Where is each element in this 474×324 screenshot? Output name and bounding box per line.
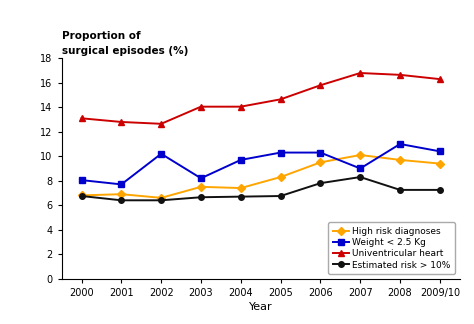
Univentricular heart xyxy=(278,98,283,101)
High risk diagnoses xyxy=(198,185,204,189)
Univentricular heart xyxy=(118,120,124,124)
Line: Estimated risk > 10%: Estimated risk > 10% xyxy=(79,174,443,203)
Univentricular heart xyxy=(79,116,84,120)
Weight < 2.5 Kg xyxy=(79,178,84,182)
Univentricular heart xyxy=(397,73,403,77)
Univentricular heart xyxy=(318,83,323,87)
Weight < 2.5 Kg xyxy=(318,151,323,155)
Estimated risk > 10% xyxy=(198,195,204,199)
Univentricular heart xyxy=(357,71,363,75)
X-axis label: Year: Year xyxy=(249,302,273,312)
Weight < 2.5 Kg xyxy=(238,158,244,162)
Estimated risk > 10% xyxy=(158,198,164,202)
Weight < 2.5 Kg xyxy=(158,152,164,156)
Univentricular heart xyxy=(238,105,244,109)
Estimated risk > 10% xyxy=(357,175,363,179)
Estimated risk > 10% xyxy=(318,181,323,185)
High risk diagnoses xyxy=(318,160,323,164)
Estimated risk > 10% xyxy=(437,188,443,192)
Estimated risk > 10% xyxy=(238,195,244,199)
High risk diagnoses xyxy=(357,153,363,157)
Line: Univentricular heart: Univentricular heart xyxy=(78,70,443,127)
High risk diagnoses xyxy=(278,175,283,179)
Weight < 2.5 Kg xyxy=(198,176,204,180)
Line: High risk diagnoses: High risk diagnoses xyxy=(79,152,443,201)
High risk diagnoses xyxy=(397,158,403,162)
High risk diagnoses xyxy=(79,193,84,197)
High risk diagnoses xyxy=(437,162,443,166)
High risk diagnoses xyxy=(118,192,124,196)
Estimated risk > 10% xyxy=(79,194,84,198)
Estimated risk > 10% xyxy=(397,188,403,192)
Estimated risk > 10% xyxy=(118,198,124,202)
Univentricular heart xyxy=(158,122,164,126)
Legend: High risk diagnoses, Weight < 2.5 Kg, Univentricular heart, Estimated risk > 10%: High risk diagnoses, Weight < 2.5 Kg, Un… xyxy=(328,222,455,274)
Weight < 2.5 Kg xyxy=(278,151,283,155)
Univentricular heart xyxy=(198,105,204,109)
Weight < 2.5 Kg xyxy=(357,167,363,170)
Estimated risk > 10% xyxy=(278,194,283,198)
Text: surgical episodes (%): surgical episodes (%) xyxy=(62,46,188,56)
Line: Weight < 2.5 Kg: Weight < 2.5 Kg xyxy=(79,141,443,187)
High risk diagnoses xyxy=(158,196,164,200)
Weight < 2.5 Kg xyxy=(118,182,124,186)
High risk diagnoses xyxy=(238,186,244,190)
Univentricular heart xyxy=(437,77,443,81)
Weight < 2.5 Kg xyxy=(437,149,443,153)
Text: Proportion of: Proportion of xyxy=(62,31,140,41)
Weight < 2.5 Kg xyxy=(397,142,403,146)
